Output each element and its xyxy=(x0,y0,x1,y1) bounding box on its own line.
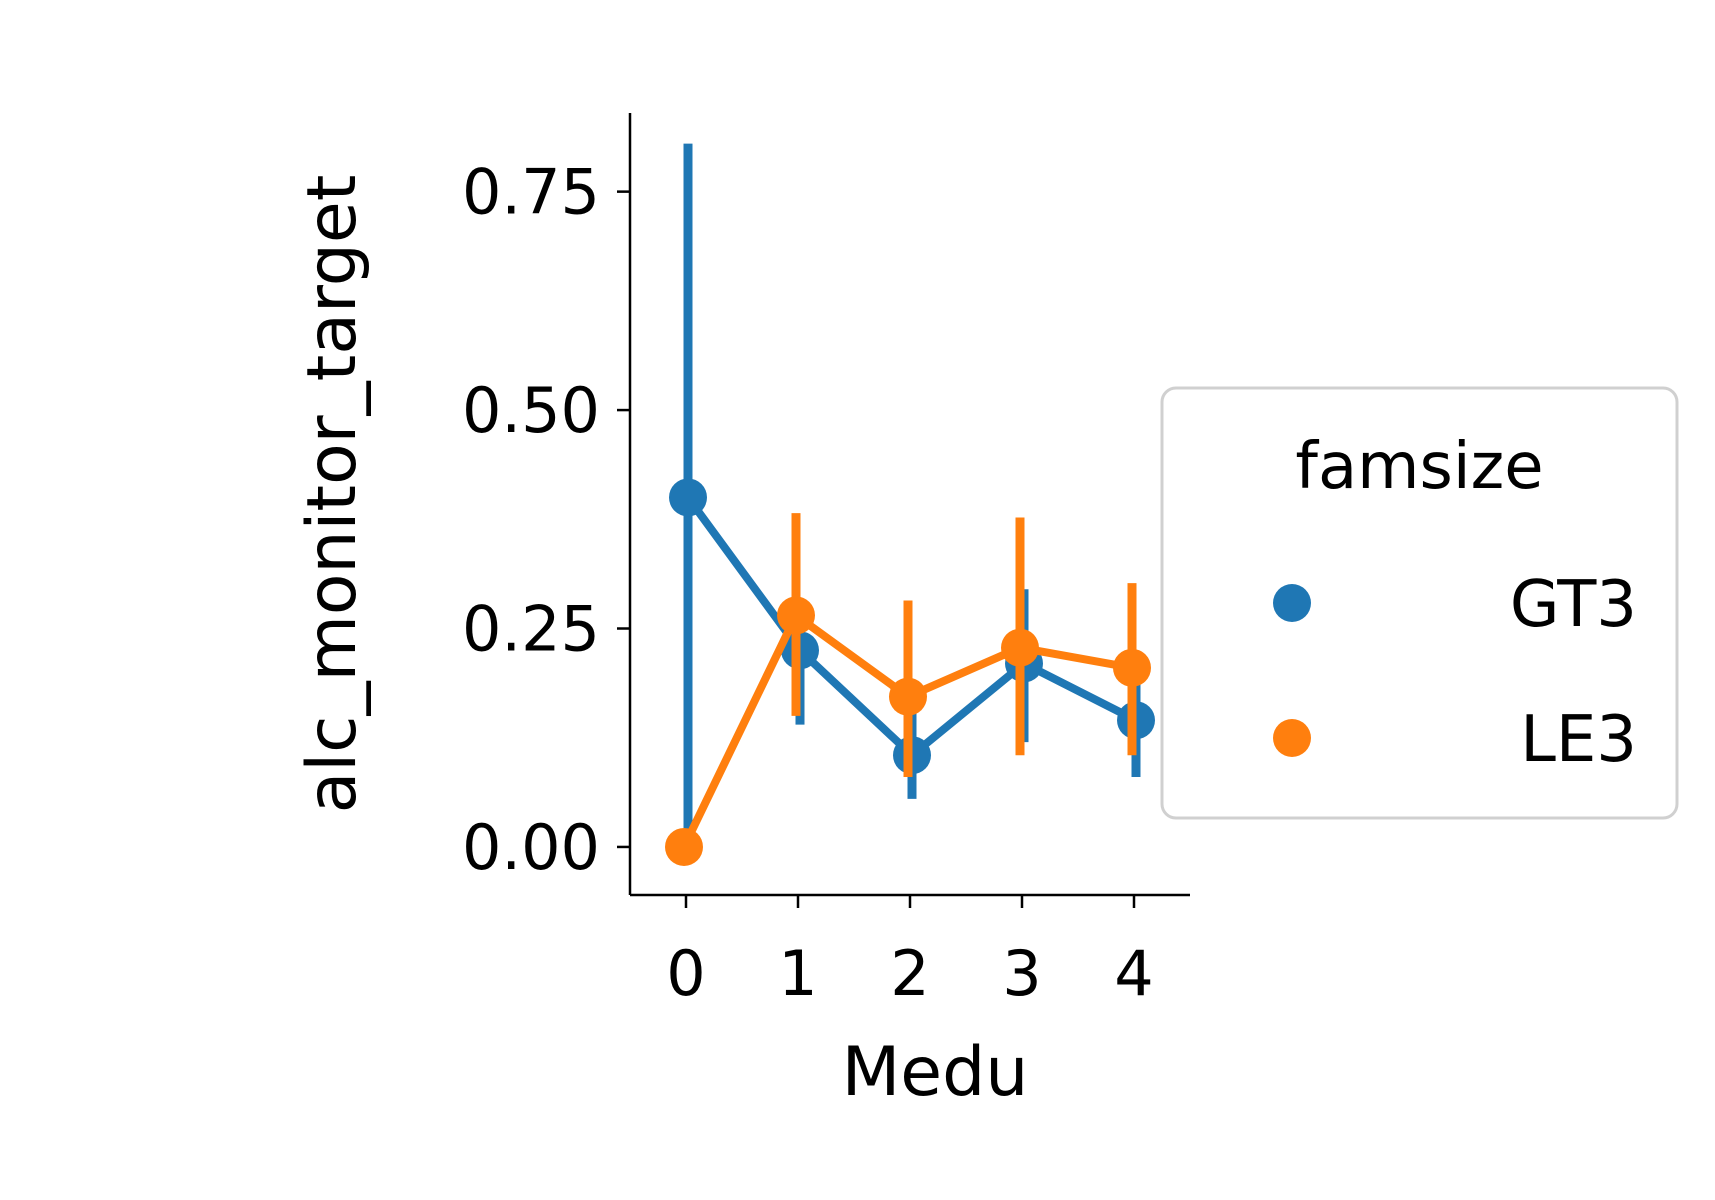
y-axis-label: alc_monitor_target xyxy=(293,175,372,814)
x-tick-label: 4 xyxy=(1114,937,1153,1010)
y-tick-label: 0.00 xyxy=(462,811,600,884)
data-point xyxy=(1113,648,1151,687)
x-tick-label: 1 xyxy=(778,937,817,1010)
data-point xyxy=(1001,628,1039,667)
legend-label: LE3 xyxy=(1520,703,1637,777)
x-tick-label: 2 xyxy=(890,937,929,1010)
y-axis: 0.00 0.25 0.50 0.75 xyxy=(462,113,632,895)
data-point xyxy=(889,677,927,716)
legend-frame xyxy=(1160,386,1679,820)
legend-title: famsize xyxy=(1295,430,1543,504)
legend: famsize GT3 LE3 xyxy=(1160,386,1679,820)
legend-marker xyxy=(1273,719,1311,757)
y-tick-label: 0.50 xyxy=(462,374,600,447)
data-point xyxy=(777,596,815,635)
series-layer xyxy=(665,143,1155,866)
legend-label: GT3 xyxy=(1510,568,1637,642)
y-tick-label: 0.25 xyxy=(462,593,600,666)
data-point xyxy=(669,478,707,517)
legend-marker xyxy=(1273,584,1311,622)
x-tick-label: 3 xyxy=(1002,937,1041,1010)
data-point xyxy=(665,827,703,866)
x-axis-label: Medu xyxy=(842,1033,1029,1112)
series-le3 xyxy=(665,513,1151,866)
x-tick-label: 0 xyxy=(666,937,705,1010)
y-tick-label: 0.75 xyxy=(462,156,600,229)
